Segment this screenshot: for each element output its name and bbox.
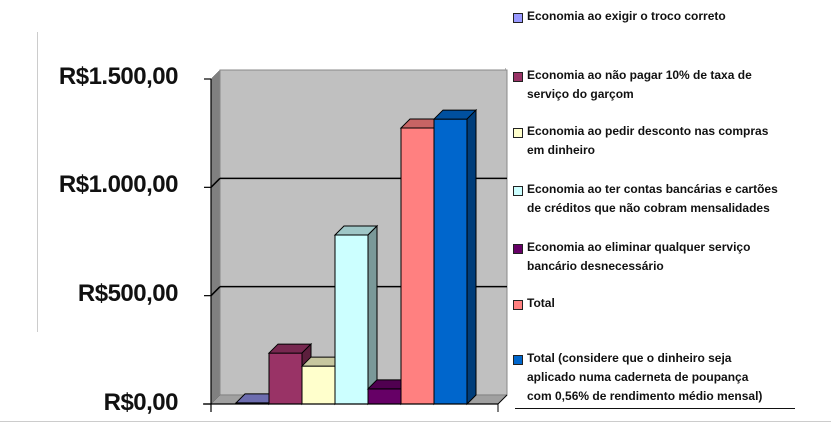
legend-label: Total	[527, 294, 807, 313]
bar-front	[334, 234, 369, 405]
floor-edge	[497, 394, 508, 405]
y-tick-label-1500: R$1.500,00	[58, 63, 179, 90]
legend-swatch-icon	[513, 128, 523, 138]
legend-label-line: com 0,56% de rendimento médio mensal)	[527, 389, 763, 403]
legend-item: Economia ao não pagar 10% de taxa de serv…	[513, 68, 807, 104]
legend-label-line: Economia ao não pagar 10% de taxa de	[527, 68, 752, 82]
bar-front	[301, 365, 336, 405]
legend-label-line: Economia ao pedir desconto nas compras	[527, 124, 769, 138]
bar-front	[400, 127, 435, 405]
gridline-diag	[210, 286, 221, 297]
bar-front	[268, 352, 303, 405]
bar	[333, 224, 379, 406]
legend-item: Economia ao exigir o troco correto	[513, 9, 807, 26]
side-wall	[210, 69, 221, 405]
faint-border-left	[37, 32, 38, 332]
legend-label-line: Economia ao exigir o troco correto	[527, 9, 726, 23]
legend-label-line: bancário desnecessário	[527, 259, 664, 273]
legend-label-line: serviço do garçom	[527, 87, 634, 101]
y-axis	[203, 78, 508, 412]
bar-front	[433, 118, 468, 405]
legend-label: Economia ao ter contas bancárias e cartõ…	[527, 180, 807, 218]
legend-item: Total (considere que o dinheiro seja apli…	[513, 351, 807, 406]
legend-label-line: aplicado numa caderneta de poupança	[527, 370, 749, 384]
legend-swatch-icon	[513, 355, 523, 365]
legend-label: Economia ao exigir o troco correto	[527, 7, 807, 26]
legend: Economia ao exigir o troco correto Econom…	[513, 0, 831, 438]
bar-side	[466, 108, 477, 406]
legend-label-line: Economia ao eliminar qualquer serviço	[527, 240, 751, 254]
bar	[432, 108, 478, 406]
legend-label: Economia ao pedir desconto nas compras em…	[527, 122, 807, 160]
faint-border-bottom	[0, 421, 831, 422]
legend-underline	[515, 408, 795, 409]
legend-swatch-icon	[513, 186, 523, 196]
legend-label-line: de créditos que não cobram mensalidades	[527, 201, 770, 215]
y-axis-labels: R$1.500,00 R$1.000,00 R$500,00 R$0,00	[0, 0, 179, 438]
legend-swatch-icon	[513, 72, 523, 82]
legend-label: Economia ao eliminar qualquer serviço ban…	[527, 238, 807, 276]
legend-label-line: em dinheiro	[527, 143, 596, 157]
legend-label-line: Total (considere que o dinheiro seja	[527, 351, 732, 365]
legend-label: Total (considere que o dinheiro seja apli…	[527, 349, 807, 406]
legend-label-line: Total	[527, 296, 555, 310]
legend-item: Economia ao pedir desconto nas compras em…	[513, 124, 807, 160]
legend-swatch-icon	[513, 13, 523, 23]
y-tick-label-1000: R$1.000,00	[58, 171, 179, 198]
bar-front	[367, 388, 402, 405]
legend-label: Economia ao não pagar 10% de taxa de serv…	[527, 66, 807, 104]
y-tick-label-500: R$500,00	[77, 280, 179, 307]
legend-swatch-icon	[513, 300, 523, 310]
legend-item: Total	[513, 296, 807, 313]
y-tick-label-0: R$0,00	[103, 389, 179, 416]
bar-side	[367, 224, 378, 406]
legend-item: Economia ao ter contas bancárias e cartõ…	[513, 182, 807, 218]
gridline-diag	[210, 177, 221, 188]
legend-swatch-icon	[513, 244, 523, 254]
legend-label-line: Economia ao ter contas bancárias e cartõ…	[527, 182, 778, 196]
legend-item: Economia ao eliminar qualquer serviço ban…	[513, 240, 807, 276]
